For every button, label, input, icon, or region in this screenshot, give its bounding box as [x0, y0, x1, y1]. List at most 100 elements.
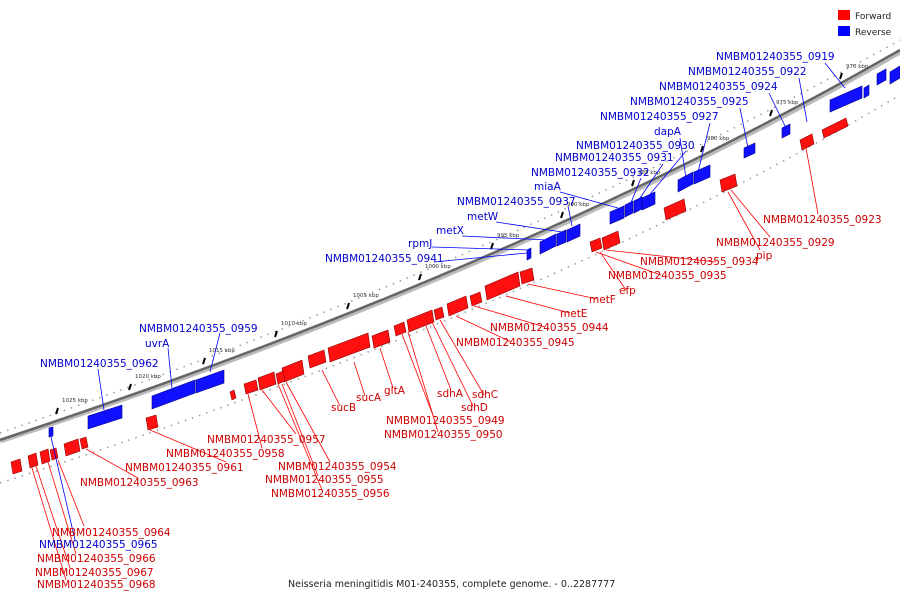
leader-line [455, 315, 512, 343]
legend-reverse-label: Reverse [855, 28, 892, 38]
forward-gene-block [393, 321, 407, 337]
forward-gene-block [327, 332, 371, 363]
leader-line [824, 62, 846, 89]
reverse-gene-block [863, 84, 870, 99]
scale-label: 1005 kbp [353, 293, 379, 299]
leader-line [805, 147, 819, 215]
scale-tick [631, 179, 635, 187]
leader-line [439, 319, 485, 396]
gene-label: rpmJ [408, 238, 432, 250]
forward-gene-block [27, 452, 39, 469]
scale-label: 985 kbp [638, 170, 661, 176]
leader-line [167, 347, 173, 389]
leader-line [209, 332, 221, 373]
leader-line [495, 221, 563, 233]
gene-label: NMBM01240355_0924 [659, 81, 778, 93]
forward-gene-block [39, 448, 51, 465]
reverse-gene-block [195, 369, 225, 394]
scale-tick [769, 109, 773, 117]
gene-label: NMBM01240355_0925 [630, 96, 749, 108]
forward-gene-block [243, 379, 259, 395]
reverse-gene-block [641, 191, 656, 211]
forward-gene-block [589, 237, 603, 253]
reverse-gene-block [556, 229, 567, 247]
leader-line [595, 251, 662, 276]
genome-backbone [0, 39, 900, 484]
scale-tick [560, 211, 564, 219]
gene-label: sdhD [461, 402, 488, 414]
forward-gene-block [663, 198, 687, 221]
gene-label: dapA [654, 126, 682, 138]
gene-label: efp [619, 285, 636, 297]
legend-forward-swatch [838, 10, 850, 20]
gene-label: NMBM01240355_0919 [716, 51, 835, 63]
gene-label: miaA [534, 181, 562, 193]
forward-gene-block [799, 133, 815, 151]
reverse-gene-block [566, 223, 581, 243]
gene-label: sdhA [437, 388, 464, 400]
leader-line [57, 459, 85, 527]
gene-label: NMBM01240355_0962 [40, 358, 159, 370]
leader-line [35, 465, 71, 569]
forward-gene-block [519, 267, 535, 285]
scale-label: 990 kbp [567, 202, 590, 208]
leader-line [798, 77, 808, 123]
gene-label: NMBM01240355_0955 [265, 474, 384, 486]
forward-gene-block [145, 414, 159, 431]
gene-label: NMBM01240355_0954 [278, 461, 397, 473]
gene-label: NMBM01240355_0931 [555, 152, 674, 164]
gene-label: metE [560, 308, 587, 320]
forward-gene-block [446, 295, 469, 317]
reverse-gene-block [539, 233, 557, 255]
gene-label: NMBM01240355_0934 [640, 256, 759, 268]
reverse-gene-block [743, 142, 756, 159]
reverse-gene-block [48, 426, 54, 438]
gene-label: NMBM01240355_0927 [600, 111, 719, 123]
leader-line [50, 436, 76, 541]
reverse-gene-block [781, 123, 791, 139]
scale-label: 1010 kbp [281, 321, 307, 327]
leader-line [285, 381, 331, 463]
scale-tick [418, 273, 422, 281]
gene-label: NMBM01240355_0950 [384, 429, 503, 441]
gene-label: sucA [356, 392, 382, 404]
legend-forward-label: Forward [855, 12, 891, 22]
leader-line [321, 369, 341, 407]
leader-line [353, 361, 366, 397]
forward-gene-block [10, 458, 23, 475]
forward-gene-block [275, 370, 286, 385]
gene-label: NMBM01240355_0957 [207, 434, 326, 446]
leader-line [461, 235, 549, 241]
leader-line [629, 177, 642, 206]
scale-label: 995 kbp [497, 233, 520, 239]
reverse-gene-block [624, 200, 634, 218]
forward-gene-block [281, 359, 305, 383]
gene-label: gltA [384, 385, 406, 397]
scale-label: 980 kbp [707, 136, 730, 142]
gene-label: NMBM01240355_0937 [457, 196, 576, 208]
leader-line [85, 448, 139, 479]
gene-label: NMBM01240355_0922 [688, 66, 807, 78]
scale-tick [490, 242, 494, 250]
scale-label: 1020 kbp [135, 374, 161, 380]
forward-gene-block [484, 271, 521, 301]
gene-label: NMBM01240355_0963 [80, 477, 199, 489]
gene-label: uvrA [145, 338, 170, 350]
reverse-gene-block [151, 379, 196, 410]
leader-line [31, 467, 67, 581]
gene-label: NMBM01240355_0930 [576, 140, 695, 152]
leader-line [97, 368, 105, 411]
leader-line [401, 333, 435, 419]
scale-ticks [55, 72, 843, 415]
scale-tick [700, 145, 704, 153]
forward-gene-block [63, 438, 81, 457]
forward-gene-block [406, 309, 435, 333]
reverse-gene-block [609, 205, 625, 225]
leader-line [505, 295, 571, 314]
leader-line [261, 389, 297, 435]
reverse-gene-block [876, 68, 887, 86]
forward-leader-lines [31, 147, 819, 581]
leader-line [739, 107, 749, 149]
forward-gene-block [433, 306, 445, 321]
backbone-line [0, 48, 900, 442]
